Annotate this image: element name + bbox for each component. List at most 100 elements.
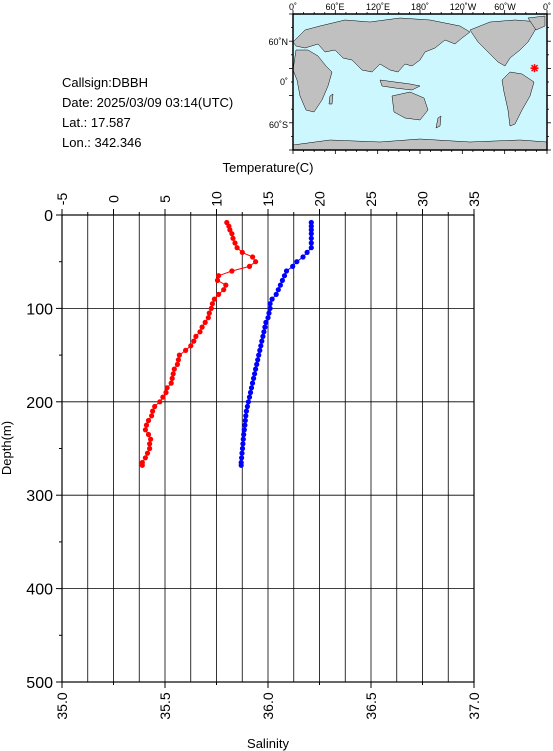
temperature-point bbox=[170, 371, 176, 377]
temperature-point bbox=[239, 249, 245, 255]
salinity-point bbox=[255, 357, 261, 363]
temperature-point bbox=[145, 417, 152, 424]
temperature-tick-label: 35 bbox=[466, 191, 482, 207]
salinity-point bbox=[258, 343, 264, 349]
temperature-point bbox=[160, 394, 166, 400]
salinity-point bbox=[245, 399, 251, 405]
salinity-point bbox=[242, 422, 248, 428]
salinity-point bbox=[266, 310, 272, 316]
temperature-point bbox=[221, 287, 227, 293]
salinity-point bbox=[247, 389, 254, 396]
salinity-point bbox=[290, 263, 296, 269]
temperature-point bbox=[174, 361, 180, 367]
temperature-point bbox=[150, 408, 156, 414]
salinity-point bbox=[304, 249, 310, 255]
salinity-point bbox=[263, 319, 269, 325]
salinity-point bbox=[283, 268, 290, 274]
temperature-point bbox=[199, 324, 205, 330]
temperature-point bbox=[229, 268, 235, 274]
map-label-lon-60w: 60˚W bbox=[494, 2, 516, 12]
temperature-point bbox=[202, 319, 208, 325]
salinity-point bbox=[241, 427, 247, 433]
longitude-label: Lon.: 342.346 bbox=[62, 135, 142, 150]
temperature-profile-line bbox=[141, 222, 257, 466]
depth-axis: 0 100 200 300 400 500 bbox=[26, 208, 62, 692]
salinity-point bbox=[308, 223, 314, 229]
map-label-lat-60n: 60˚N bbox=[268, 37, 288, 47]
temperature-point bbox=[143, 422, 150, 428]
depth-tick-label: 200 bbox=[26, 395, 53, 412]
depth-tick-label: 300 bbox=[26, 488, 53, 505]
salinity-point bbox=[294, 259, 300, 265]
temperature-point bbox=[229, 231, 235, 237]
depth-axis-title: Depth(m) bbox=[0, 421, 14, 475]
map-ticks bbox=[289, 10, 551, 154]
salinity-point bbox=[239, 445, 246, 452]
salinity-point bbox=[243, 408, 249, 414]
salinity-point bbox=[240, 436, 246, 442]
map-label-lon-60e: 60˚E bbox=[325, 2, 344, 12]
temperature-point bbox=[147, 445, 153, 452]
salinity-point bbox=[238, 462, 244, 468]
date-label: Date: 2025/03/09 03:14(UTC) bbox=[62, 95, 234, 110]
temperature-point bbox=[208, 305, 214, 311]
salinity-point bbox=[239, 450, 245, 456]
temperature-tick-label: 15 bbox=[260, 191, 276, 207]
salinity-point bbox=[251, 375, 257, 381]
depth-tick-label: 0 bbox=[44, 208, 53, 225]
temperature-tick-label: 20 bbox=[312, 191, 328, 207]
temperature-series bbox=[139, 219, 259, 468]
salinity-point bbox=[265, 315, 271, 321]
temperature-point bbox=[191, 338, 197, 344]
salinity-point bbox=[253, 366, 259, 372]
salinity-point bbox=[308, 227, 314, 233]
temperature-point bbox=[149, 413, 155, 419]
temperature-tick-label: 25 bbox=[363, 191, 379, 207]
temperature-point bbox=[176, 352, 182, 358]
salinity-point bbox=[241, 431, 247, 438]
temperature-point bbox=[209, 301, 215, 307]
temperature-tick-label: 30 bbox=[415, 191, 431, 207]
temperature-tick-label: 5 bbox=[157, 195, 173, 203]
temperature-point bbox=[183, 347, 189, 353]
depth-tick-label: 400 bbox=[26, 582, 53, 599]
salinity-point bbox=[267, 301, 273, 307]
salinity-point bbox=[248, 385, 255, 391]
salinity-tick-label: 36.0 bbox=[260, 692, 276, 719]
temperature-axis: -5 0 5 10 15 20 25 30 35 bbox=[54, 191, 482, 215]
salinity-tick-label: 37.0 bbox=[466, 692, 482, 719]
salinity-point bbox=[273, 291, 279, 297]
salinity-point bbox=[308, 219, 314, 226]
temperature-point bbox=[223, 282, 229, 288]
salinity-point bbox=[300, 254, 306, 260]
temperature-point bbox=[171, 366, 177, 372]
temperature-point bbox=[214, 277, 221, 283]
temperature-point bbox=[168, 380, 174, 386]
salinity-point bbox=[246, 394, 253, 400]
station-marker bbox=[530, 64, 539, 73]
salinity-series bbox=[238, 219, 314, 468]
salinity-point bbox=[281, 273, 288, 279]
salinity-point bbox=[249, 380, 256, 386]
temperature-point bbox=[234, 245, 240, 251]
temperature-point bbox=[230, 235, 236, 241]
temperature-point bbox=[148, 436, 154, 442]
temperature-point bbox=[152, 403, 158, 410]
chart-grid bbox=[62, 215, 474, 682]
salinity-point bbox=[308, 240, 314, 246]
map-label-lat-0: 0˚ bbox=[280, 77, 288, 87]
temperature-point bbox=[246, 263, 253, 269]
temperature-point bbox=[164, 385, 170, 391]
temperature-point bbox=[144, 450, 151, 456]
salinity-tick-label: 36.5 bbox=[363, 692, 379, 719]
salinity-point bbox=[243, 413, 249, 419]
temperature-point bbox=[139, 462, 145, 468]
temperature-point bbox=[193, 333, 199, 339]
temperature-point bbox=[232, 240, 238, 246]
salinity-point bbox=[308, 245, 314, 251]
salinity-tick-label: 35.5 bbox=[157, 692, 173, 719]
station-marker-d2 bbox=[531, 64, 539, 72]
salinity-point bbox=[262, 324, 268, 330]
